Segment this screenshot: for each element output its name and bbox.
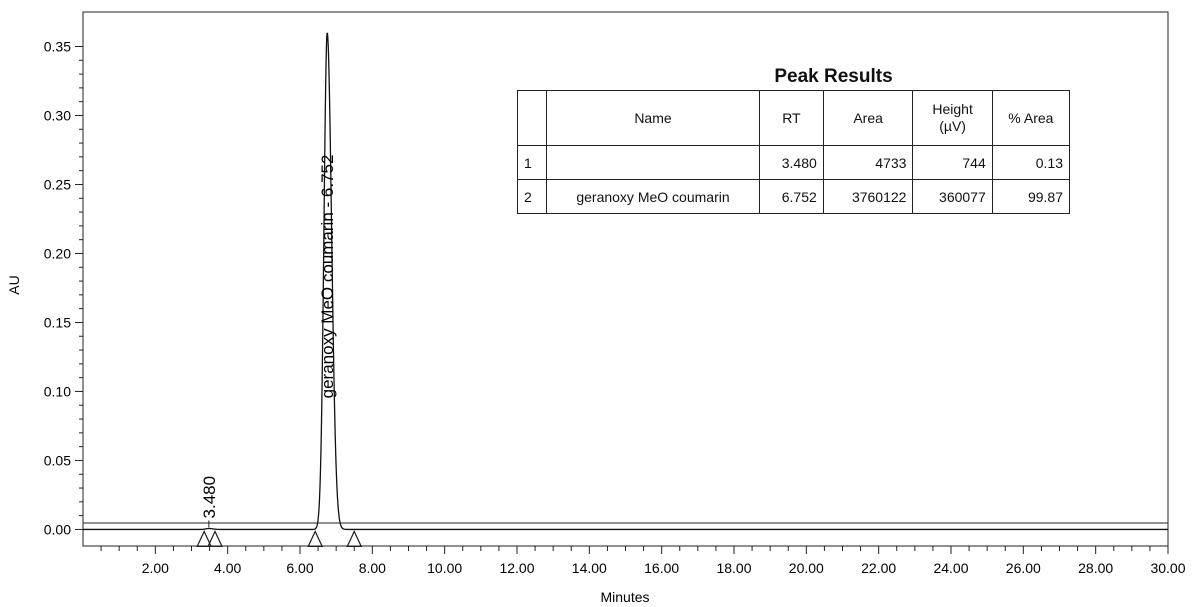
y-tick-label: 0.30 — [44, 107, 71, 123]
x-tick-label: 8.00 — [359, 560, 386, 576]
header-index — [517, 90, 547, 146]
row-rt: 6.752 — [759, 179, 824, 214]
x-axis-ticks: 2.00 4.00 6.00 8.00 10.00 12.00 14.00 16.00 18.0… — [100, 546, 1186, 576]
y-axis-ticks: 0.00 0.05 0.10 0.15 0.20 0.25 0.30 0.35 — [44, 38, 83, 537]
peak-label: 3.480 — [200, 476, 219, 519]
y-tick-label: 0.25 — [44, 176, 71, 192]
x-tick-label: 14.00 — [572, 560, 607, 576]
row-height: 744 — [912, 145, 993, 180]
integration-markers — [196, 530, 363, 548]
x-tick-label: 20.00 — [789, 560, 824, 576]
x-tick-label: 28.00 — [1078, 560, 1113, 576]
x-tick-label: 10.00 — [427, 560, 462, 576]
x-tick-label: 16.00 — [644, 560, 679, 576]
row-area: 4733 — [822, 145, 914, 180]
header-pct-area: % Area — [991, 90, 1071, 146]
header-area: Area — [822, 90, 914, 146]
row-rt: 3.480 — [759, 145, 824, 180]
x-tick-label: 30.00 — [1150, 560, 1185, 576]
y-tick-label: 0.10 — [44, 383, 71, 399]
integration-marker — [207, 530, 223, 548]
y-tick-label: 0.05 — [44, 452, 71, 468]
peak-results-title: Peak Results — [774, 66, 893, 87]
row-name — [546, 145, 760, 180]
peak-results-panel: Peak Results Name RT Area Height (µV) % … — [517, 64, 1071, 214]
table-row: 1 3.480 4733 744 0.13 — [517, 145, 1071, 180]
x-axis-label: Minutes — [600, 589, 649, 605]
y-tick-label: 0.00 — [44, 521, 71, 537]
y-axis-label: AU — [6, 275, 22, 294]
row-pct-area: 0.13 — [991, 145, 1071, 180]
header-rt: RT — [759, 90, 824, 146]
integration-marker — [346, 530, 363, 548]
header-name: Name — [546, 90, 760, 146]
x-tick-label: 6.00 — [286, 560, 313, 576]
peak-results-table: Name RT Area Height (µV) % Area 1 3.480 … — [517, 90, 1071, 214]
x-tick-label: 2.00 — [142, 560, 169, 576]
x-tick-label: 22.00 — [861, 560, 896, 576]
row-pct-area: 99.87 — [991, 179, 1071, 214]
peak-labels: 3.480 geranoxy MeO coumarin - 6.752 — [200, 155, 337, 528]
integration-marker — [196, 530, 213, 548]
y-tick-label: 0.20 — [44, 245, 71, 261]
row-height: 360077 — [912, 179, 993, 214]
x-tick-label: 26.00 — [1006, 560, 1041, 576]
x-tick-label: 12.00 — [499, 560, 534, 576]
row-index: 2 — [517, 179, 547, 214]
table-row: 2 geranoxy MeO coumarin 6.752 3760122 36… — [517, 179, 1071, 214]
header-height: Height (µV) — [912, 90, 993, 146]
y-tick-label: 0.15 — [44, 314, 71, 330]
chromatogram-trace — [83, 32, 1168, 531]
row-name: geranoxy MeO coumarin — [546, 179, 760, 214]
x-tick-label: 4.00 — [214, 560, 241, 576]
x-tick-label: 18.00 — [716, 560, 751, 576]
row-index: 1 — [517, 145, 547, 180]
y-tick-label: 0.35 — [44, 38, 71, 54]
integration-marker — [307, 530, 324, 548]
x-tick-label: 24.00 — [933, 560, 968, 576]
row-area: 3760122 — [822, 179, 914, 214]
peak-label: geranoxy MeO coumarin - 6.752 — [318, 155, 337, 399]
table-header-row: Name RT Area Height (µV) % Area — [517, 90, 1071, 146]
